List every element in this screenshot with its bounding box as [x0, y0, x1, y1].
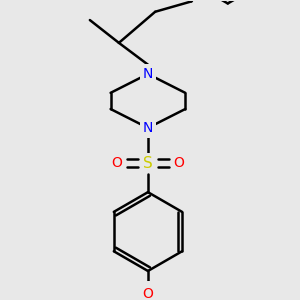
Text: O: O — [111, 156, 122, 170]
Text: N: N — [143, 121, 153, 135]
Text: N: N — [143, 67, 153, 81]
Text: O: O — [174, 156, 184, 170]
Text: S: S — [143, 156, 153, 171]
Text: O: O — [142, 287, 153, 300]
